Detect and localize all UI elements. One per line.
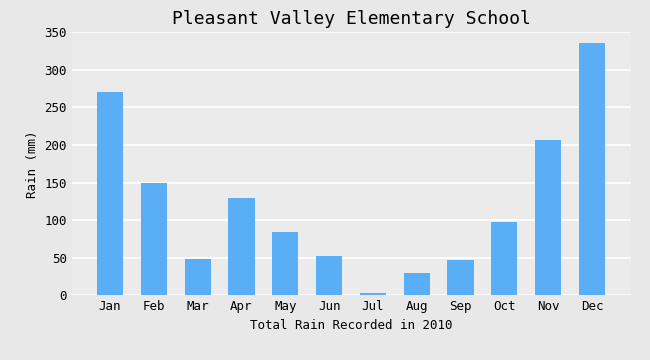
Bar [578,43,605,295]
Bar [535,140,562,295]
Bar [404,273,430,295]
Bar [185,259,211,295]
Bar [359,293,386,295]
Title: Pleasant Valley Elementary School: Pleasant Valley Elementary School [172,10,530,28]
Bar [228,198,255,295]
Bar [447,260,474,295]
Y-axis label: Rain (mm): Rain (mm) [25,130,38,198]
Bar [316,256,343,295]
Bar [97,93,124,295]
Bar [140,183,167,295]
Bar [272,232,298,295]
Bar [491,222,517,295]
X-axis label: Total Rain Recorded in 2010: Total Rain Recorded in 2010 [250,319,452,332]
